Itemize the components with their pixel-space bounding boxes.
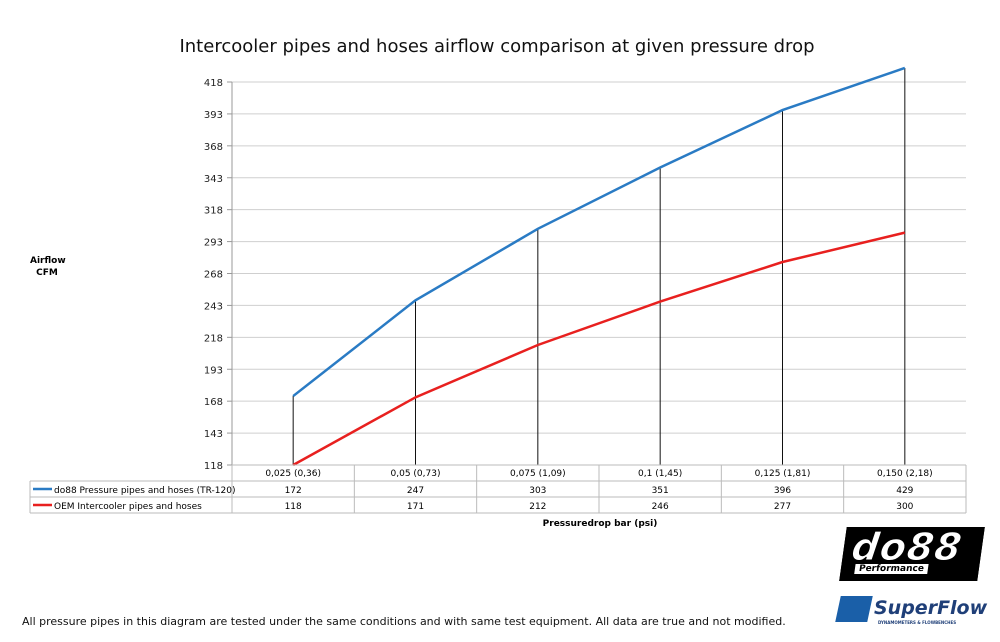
x-axis-label: Pressuredrop bar (psi) (543, 519, 658, 529)
data-table-value: 303 (529, 486, 546, 496)
x-category-label: 0,075 (1,09) (510, 469, 566, 479)
data-table-value: 247 (407, 486, 424, 496)
legend-label: OEM Intercooler pipes and hoses (54, 502, 202, 512)
x-category-label: 0,1 (1,45) (638, 469, 682, 479)
y-tick-label: 293 (204, 238, 223, 249)
x-category-label: 0,05 (0,73) (391, 469, 441, 479)
y-tick-label: 143 (204, 429, 223, 440)
y-tick-label: 368 (204, 142, 223, 153)
data-table-value: 396 (774, 486, 791, 496)
y-tick-label: 243 (204, 301, 223, 312)
data-table-value: 172 (285, 486, 302, 496)
y-tick-label: 218 (204, 333, 223, 344)
y-tick-label: 418 (204, 78, 223, 89)
y-tick-label: 168 (204, 397, 223, 408)
superflow-logo-tag: DYNAMOMETERS & FLOWBENCHES (878, 620, 957, 625)
x-category-label: 0,125 (1,81) (755, 469, 811, 479)
series-line-1 (292, 66, 906, 398)
y-tick-label: 318 (204, 206, 223, 217)
data-table-value: 246 (652, 502, 669, 512)
x-category-label: 0,150 (2,18) (877, 469, 933, 479)
data-table-value: 300 (896, 502, 913, 512)
x-category-label: 0,025 (0,36) (265, 469, 321, 479)
data-table-value: 212 (529, 502, 546, 512)
superflow-mark-icon (835, 596, 873, 622)
chart-title: Intercooler pipes and hoses airflow comp… (179, 36, 814, 57)
do88-logo: do88 Performance (839, 525, 985, 581)
y-tick-label: 268 (204, 270, 223, 281)
superflow-logo-text: SuperFlow (874, 597, 988, 619)
y-axis-label: Airflow CFM (30, 255, 66, 279)
data-table-value: 171 (407, 502, 424, 512)
data-table-value: 429 (896, 486, 913, 496)
data-table-value: 351 (652, 486, 669, 496)
y-tick-label: 118 (204, 461, 223, 472)
legend-label: do88 Pressure pipes and hoses (TR-120) (54, 486, 235, 496)
data-table-value: 118 (285, 502, 302, 512)
y-tick-label: 193 (204, 365, 223, 376)
y-axis-label-line1: Airflow (30, 256, 66, 266)
y-tick-label: 393 (204, 110, 223, 121)
do88-logo-sub: Performance (854, 564, 929, 574)
do88-logo-text: do88 (848, 525, 966, 570)
footer-note: All pressure pipes in this diagram are t… (22, 615, 786, 628)
series-line-2 (292, 231, 906, 467)
data-table-value: 277 (774, 502, 791, 512)
y-axis-label-line2: CFM (36, 268, 58, 278)
y-tick-label: 343 (204, 174, 223, 185)
